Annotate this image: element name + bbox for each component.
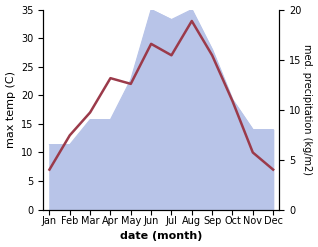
Y-axis label: med. precipitation (kg/m2): med. precipitation (kg/m2) <box>302 44 313 175</box>
Y-axis label: max temp (C): max temp (C) <box>5 71 16 148</box>
X-axis label: date (month): date (month) <box>120 231 203 242</box>
